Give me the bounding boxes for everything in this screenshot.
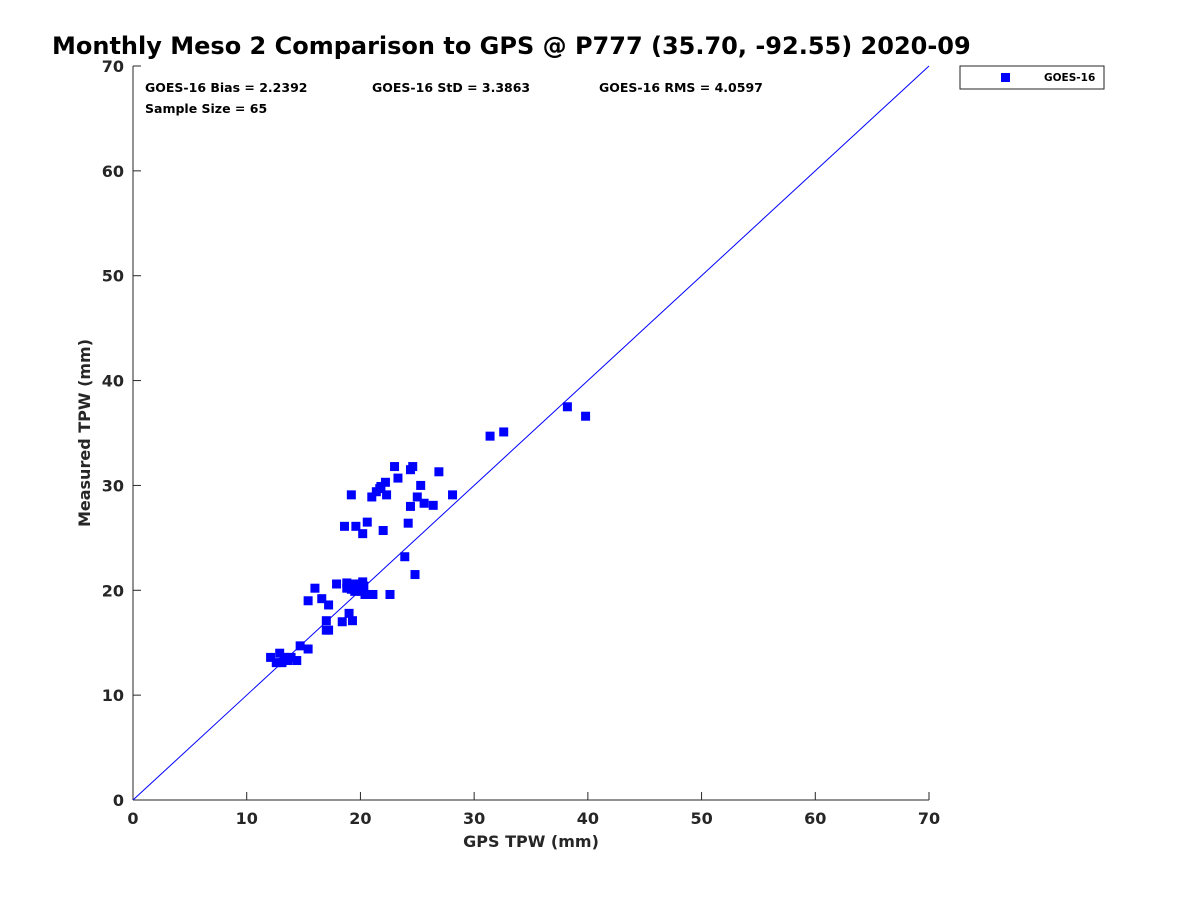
series-goes16-points bbox=[266, 402, 591, 668]
data-point bbox=[562, 402, 572, 412]
x-tick-label: 30 bbox=[463, 809, 485, 828]
legend-marker-square bbox=[1001, 73, 1010, 82]
data-point bbox=[303, 596, 313, 606]
data-point bbox=[277, 658, 287, 668]
data-point bbox=[380, 477, 390, 487]
data-point bbox=[350, 586, 360, 596]
stat-rms: GOES-16 RMS = 4.0597 bbox=[599, 80, 763, 95]
data-point bbox=[286, 652, 296, 662]
data-point bbox=[448, 490, 458, 500]
data-point bbox=[434, 467, 444, 477]
data-point bbox=[485, 431, 495, 441]
data-point bbox=[416, 480, 426, 490]
y-tick-label: 0 bbox=[113, 791, 124, 810]
data-point bbox=[344, 608, 354, 618]
data-point bbox=[362, 517, 372, 527]
x-tick-label: 0 bbox=[127, 809, 138, 828]
y-tick-label: 10 bbox=[102, 686, 124, 705]
y-tick-label: 40 bbox=[102, 372, 124, 391]
one-to-one-line bbox=[132, 65, 930, 801]
data-point bbox=[321, 616, 331, 626]
data-point bbox=[393, 473, 403, 483]
x-tick-label: 60 bbox=[804, 809, 826, 828]
data-point bbox=[332, 579, 342, 589]
data-point bbox=[342, 583, 352, 593]
data-point bbox=[358, 529, 368, 539]
data-point bbox=[324, 625, 334, 635]
stat-std: GOES-16 StD = 3.3863 bbox=[372, 80, 530, 95]
y-tick-label: 70 bbox=[102, 57, 124, 76]
data-point bbox=[368, 589, 378, 599]
y-tick-label: 20 bbox=[102, 581, 124, 600]
data-point bbox=[385, 589, 395, 599]
legend-box bbox=[959, 65, 1105, 90]
x-tick-label: 70 bbox=[918, 809, 940, 828]
data-point bbox=[376, 481, 386, 491]
x-axis-label: GPS TPW (mm) bbox=[463, 832, 599, 851]
y-ticks: 0 10 20 30 40 50 60 70 bbox=[102, 57, 141, 810]
data-point bbox=[360, 589, 370, 599]
data-point bbox=[303, 644, 313, 654]
y-tick-label: 50 bbox=[102, 267, 124, 286]
data-point bbox=[359, 581, 369, 591]
stat-sample-size: Sample Size = 65 bbox=[145, 101, 267, 116]
data-point bbox=[428, 500, 438, 510]
axes bbox=[132, 66, 929, 801]
data-point bbox=[295, 641, 305, 651]
stats-box: GOES-16 Bias = 2.2392 GOES-16 StD = 3.38… bbox=[145, 80, 763, 116]
data-point bbox=[412, 492, 422, 502]
data-point bbox=[271, 658, 281, 668]
data-point bbox=[351, 521, 361, 531]
data-point bbox=[405, 501, 415, 511]
data-point bbox=[346, 490, 356, 500]
data-point bbox=[408, 462, 418, 472]
data-point bbox=[499, 427, 509, 437]
y-tick-label: 30 bbox=[102, 476, 124, 495]
legend: GOES-16 bbox=[959, 65, 1105, 90]
data-point bbox=[367, 492, 377, 502]
x-tick-label: 40 bbox=[577, 809, 599, 828]
data-point bbox=[400, 552, 410, 562]
stat-bias: GOES-16 Bias = 2.2392 bbox=[145, 80, 307, 95]
data-point bbox=[342, 578, 352, 588]
data-point bbox=[419, 498, 429, 508]
data-point bbox=[410, 570, 420, 580]
data-point bbox=[382, 490, 392, 500]
data-point bbox=[378, 526, 388, 536]
x-tick-label: 10 bbox=[236, 809, 258, 828]
data-point bbox=[347, 616, 357, 626]
data-point bbox=[337, 617, 347, 627]
data-point bbox=[266, 652, 276, 662]
y-tick-label: 60 bbox=[102, 162, 124, 181]
x-tick-label: 50 bbox=[690, 809, 712, 828]
y-axis-label: Measured TPW (mm) bbox=[75, 339, 94, 527]
data-point bbox=[275, 648, 285, 658]
data-point bbox=[317, 594, 327, 604]
data-point bbox=[340, 521, 350, 531]
x-tick-label: 20 bbox=[349, 809, 371, 828]
data-point bbox=[324, 600, 334, 610]
x-ticks: 0 10 20 30 40 50 60 70 bbox=[127, 792, 940, 828]
data-point bbox=[390, 462, 400, 472]
data-point bbox=[581, 411, 591, 421]
data-point bbox=[403, 518, 413, 528]
legend-label-goes16: GOES-16 bbox=[1044, 72, 1095, 84]
data-point bbox=[292, 656, 302, 666]
data-point bbox=[310, 583, 320, 593]
chart-title: Monthly Meso 2 Comparison to GPS @ P777 … bbox=[52, 32, 971, 60]
